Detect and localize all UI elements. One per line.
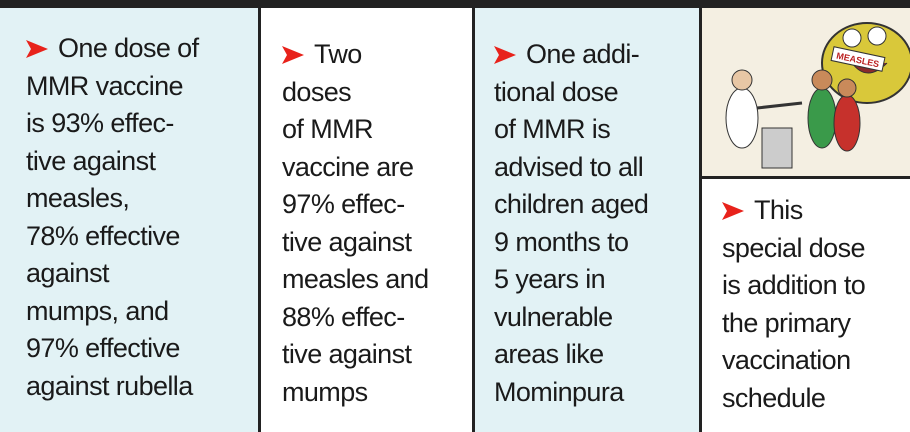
text-line-row: One addi- [494,36,648,74]
text-line-row: advised to all [494,149,648,187]
text-line-row: against [26,255,199,293]
text-line: schedule [722,383,825,413]
bullet-arrow [494,46,516,64]
text-line-row: tive against [26,143,199,181]
text-line-row: doses [282,74,429,112]
bullet-arrow-shape [722,202,744,220]
stool [762,128,792,168]
text-line-row: areas like [494,336,648,374]
text-line-row: schedule [722,380,865,418]
column-text: One dose of MMR vaccine is 93% effec-tive … [26,30,199,405]
child-figure [808,88,836,148]
text-line: against rubella [26,371,193,401]
text-line-row: mumps [282,374,429,412]
text-line-row: 5 years in [494,261,648,299]
text-line: of MMR [282,114,373,144]
text-line-row: vulnerable [494,299,648,337]
doctor-figure [726,88,758,148]
text-line: mumps, and [26,296,169,326]
text-line-row: is 93% effec- [26,105,199,143]
text-line: vaccine are [282,152,413,182]
text-line-row: mumps, and [26,293,199,331]
child-figure [834,95,860,151]
text-line: is 93% effec- [26,108,174,138]
text-line: tive against [282,339,411,369]
text-line-row: of MMR is [494,111,648,149]
text-line: 97% effective [26,333,180,363]
text-line-row: is addition to [722,267,865,305]
text-line: tive against [282,227,411,257]
text-line: doses [282,77,351,107]
text-line: the primary [722,308,850,338]
text-line: mumps [282,377,368,407]
text-line-row: vaccine are [282,149,429,187]
text-line-row: One dose of [26,30,199,68]
monster-eye [868,27,886,45]
illustration: MEASLES [702,8,910,176]
text-line-row: vaccination [722,342,865,380]
text-line: areas like [494,339,604,369]
text-line-row: of MMR [282,111,429,149]
text-line: special dose [722,233,865,263]
text-line: 5 years in [494,264,605,294]
column-text: One addi-tional dose of MMR is advised to … [494,36,648,411]
text-line: Two [314,39,362,69]
text-line: vulnerable [494,302,613,332]
bullet-arrow-shape [282,46,304,64]
column-text: Two doses of MMR vaccine are 97% effec-tive … [282,36,429,411]
text-line-row: measles, [26,180,199,218]
text-line-row: 78% effective [26,218,199,256]
image-divider [702,176,910,179]
text-line-row: 88% effec- [282,299,429,337]
text-line: 78% effective [26,221,180,251]
text-line-row: the primary [722,305,865,343]
text-line-row: Mominpura [494,374,648,412]
child-head [812,70,832,90]
bullet-arrow [26,40,48,58]
child-head [838,79,856,97]
text-line: measles, [26,183,129,213]
text-line: One dose of [58,33,199,63]
text-line: 88% effec- [282,302,405,332]
doctor-head [732,70,752,90]
text-line: 9 months to [494,227,628,257]
text-line-row: Two [282,36,429,74]
text-line: This [754,195,803,225]
text-line: children aged [494,189,648,219]
text-line-row: measles and [282,261,429,299]
text-line: advised to all [494,152,643,182]
text-line-row: tive against [282,224,429,262]
text-line: MMR vaccine [26,71,183,101]
text-line-row: This [722,192,865,230]
text-line: of MMR is [494,114,610,144]
text-line: against [26,258,109,288]
column-divider [258,8,261,432]
text-line-row: children aged [494,186,648,224]
page: MEASLES One dose of MMR vaccine is 93% eff… [0,0,910,432]
text-line-row: 97% effec- [282,186,429,224]
text-line-row: MMR vaccine [26,68,199,106]
bullet-arrow [722,202,744,220]
text-line-row: tional dose [494,74,648,112]
text-line-row: tive against [282,336,429,374]
text-line-row: 97% effective [26,330,199,368]
text-line: tional dose [494,77,618,107]
text-line: tive against [26,146,155,176]
column-text: This special dose is addition to the primar… [722,192,865,417]
text-line: is addition to [722,270,865,300]
bullet-arrow-shape [26,40,48,58]
top-rule [0,0,910,8]
column-divider [472,8,475,432]
text-line: measles and [282,264,429,294]
bullet-arrow-shape [494,46,516,64]
monster-eye [843,29,861,47]
text-line: vaccination [722,345,850,375]
text-line-row: 9 months to [494,224,648,262]
text-line-row: against rubella [26,368,199,406]
text-line-row: special dose [722,230,865,268]
text-line: 97% effec- [282,189,405,219]
text-line: One addi- [526,39,639,69]
text-line: Mominpura [494,377,624,407]
bullet-arrow [282,46,304,64]
